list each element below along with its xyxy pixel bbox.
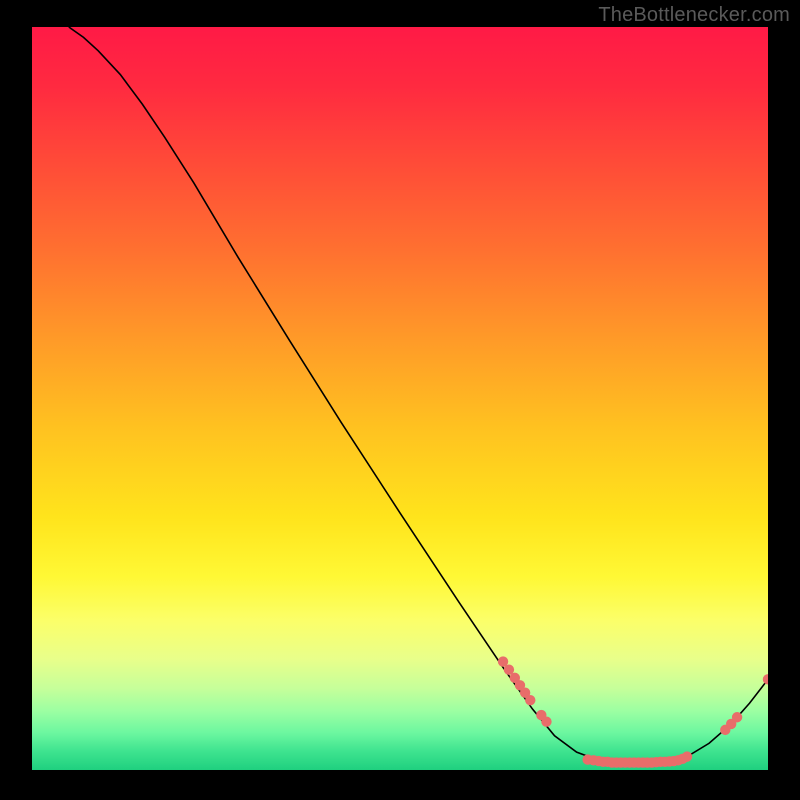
data-point	[682, 751, 692, 761]
data-point	[541, 717, 551, 727]
data-point	[763, 674, 773, 684]
data-point	[525, 695, 535, 705]
plot-background	[32, 27, 768, 770]
figure-container: TheBottlenecker.com	[0, 0, 800, 800]
bottleneck-chart	[0, 0, 800, 800]
data-point	[732, 712, 742, 722]
